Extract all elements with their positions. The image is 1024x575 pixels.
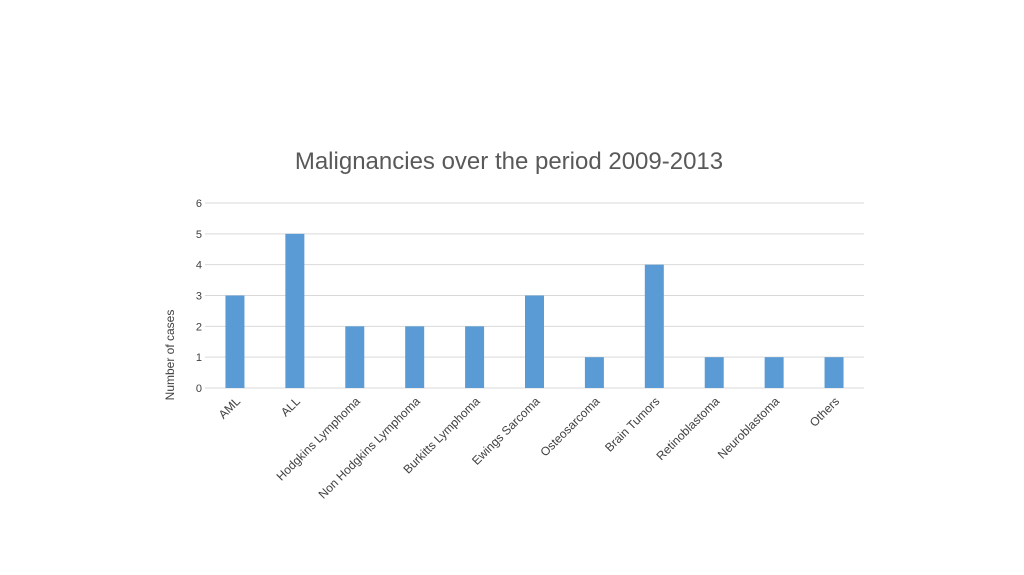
y-axis-label: Number of cases	[163, 310, 177, 401]
x-category-label: Osteosarcoma	[537, 394, 602, 459]
bar	[704, 357, 724, 388]
x-category-label: AML	[216, 394, 244, 422]
x-category-label: Others	[807, 394, 842, 429]
y-tick-label: 6	[196, 198, 202, 210]
bar	[345, 326, 365, 388]
chart-title: Malignancies over the period 2009-2013	[295, 148, 723, 175]
x-category-label: ALL	[278, 394, 303, 419]
y-tick-label: 5	[196, 229, 202, 241]
x-category-label: Brain Tumors	[602, 394, 662, 454]
bar	[824, 357, 844, 388]
bar	[764, 357, 784, 388]
y-tick-label: 2	[196, 321, 202, 333]
x-category-label: Retinoblastoma	[653, 394, 722, 463]
y-tick-label: 4	[196, 260, 202, 272]
bar	[465, 326, 485, 388]
bar	[644, 264, 664, 388]
x-category-label: Non Hodgkins Lymphoma	[316, 394, 423, 501]
bar	[405, 326, 425, 388]
y-tick-label: 0	[196, 383, 202, 395]
x-category-label: Neuroblastoma	[715, 394, 783, 462]
bar	[584, 357, 604, 388]
y-axis-ticks: 0 1 2 3 4 5 6	[196, 198, 202, 395]
bar	[285, 233, 305, 388]
bar	[525, 295, 544, 388]
bar	[225, 295, 245, 388]
y-tick-label: 1	[196, 352, 202, 364]
bars	[225, 233, 844, 388]
y-tick-label: 3	[196, 291, 202, 303]
